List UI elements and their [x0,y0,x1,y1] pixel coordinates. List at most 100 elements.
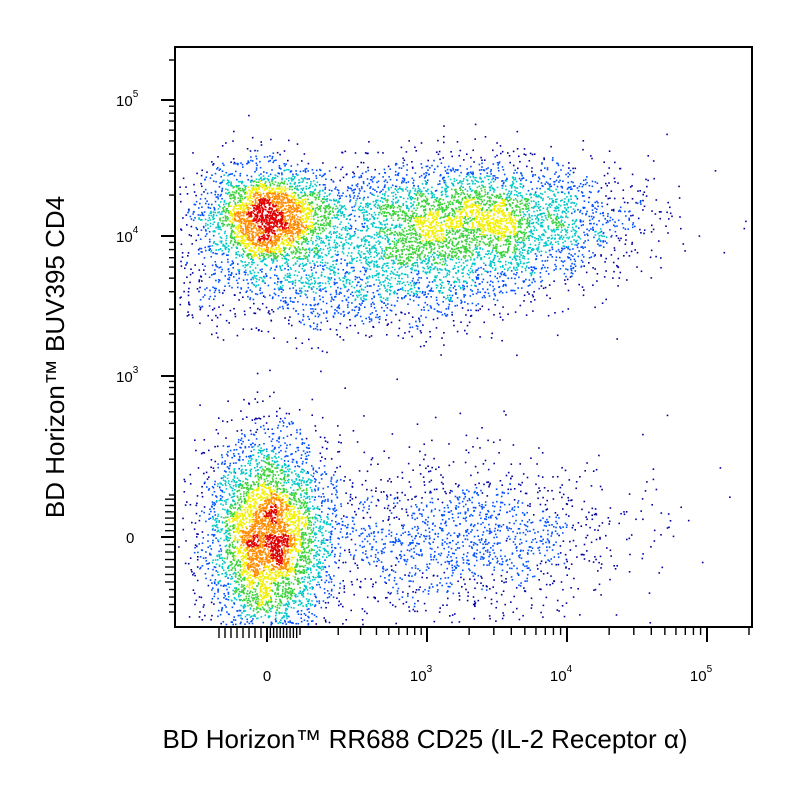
event-point [349,218,351,221]
event-point [351,189,353,192]
event-point [201,214,203,216]
event-point [423,443,425,445]
event-point [447,554,450,556]
event-point [558,534,560,537]
event-point [593,216,595,218]
event-point [360,202,362,204]
event-point [486,281,489,284]
event-point [394,174,397,176]
event-point [564,553,567,556]
event-point [354,188,357,191]
event-point [489,274,491,277]
event-point [569,540,571,543]
event-point [249,266,252,268]
event-point [433,554,436,557]
event-point [309,603,312,605]
event-point [513,488,516,490]
event-point [418,176,421,178]
event-point [434,533,437,535]
event-point [255,417,257,420]
event-point [591,203,594,206]
event-point [325,571,327,573]
event-point [216,325,218,328]
event-point [262,280,265,282]
event-point [254,312,257,315]
event-point [242,459,244,461]
event-point [190,225,193,228]
event-point [336,250,339,253]
event-point [311,465,313,467]
event-point [408,572,411,574]
event-point [423,309,425,311]
event-point [505,578,507,580]
event-point [389,494,392,496]
event-point [491,558,494,560]
event-point [242,264,244,267]
event-point [526,577,528,580]
event-point [349,570,352,573]
event-point [537,568,539,570]
event-point [304,293,306,295]
event-point [566,188,569,190]
event-point [212,568,214,571]
event-point [388,516,390,518]
event-point [290,281,292,283]
event-point [469,171,472,173]
event-point [324,471,326,473]
event-point [524,580,526,582]
event-point [503,284,505,286]
event-point [199,198,202,200]
event-point [235,170,237,173]
event-point [334,282,337,285]
event-point [472,271,474,274]
event-point [364,152,367,154]
event-point [231,286,233,289]
event-point [333,266,336,268]
event-point [222,162,224,165]
event-point [313,267,315,269]
event-point [330,594,333,596]
event-point [328,565,330,568]
event-point [223,593,225,595]
event-point [502,319,504,321]
event-point [319,298,321,301]
event-point [444,312,446,315]
event-point [234,315,237,318]
event-point [668,526,670,529]
event-point [251,446,253,448]
event-point [530,273,533,275]
event-point [312,291,315,293]
event-point [199,322,201,325]
event-point [450,560,453,562]
event-point [323,495,325,498]
event-point [532,310,534,312]
event-point [331,543,333,546]
event-point [235,253,237,256]
event-point [548,524,551,526]
event-point [385,319,387,321]
event-point [485,518,488,521]
event-point [288,281,290,283]
event-point [296,292,298,295]
event-point [526,476,529,479]
event-point [307,623,310,626]
event-point [284,267,286,270]
event-point [217,582,220,585]
event-point [478,163,481,166]
event-point [452,461,455,463]
event-point [282,300,285,303]
event-point [366,291,369,293]
event-point [432,318,435,321]
event-point [227,599,230,601]
event-point [519,463,521,465]
event-point [480,156,482,159]
event-point [223,252,225,255]
event-point [481,162,483,165]
event-point [330,531,332,533]
event-point [231,600,233,602]
event-point [575,196,578,198]
event-point [289,621,291,624]
event-point [460,576,462,579]
event-point [251,179,253,182]
event-point [569,169,572,172]
